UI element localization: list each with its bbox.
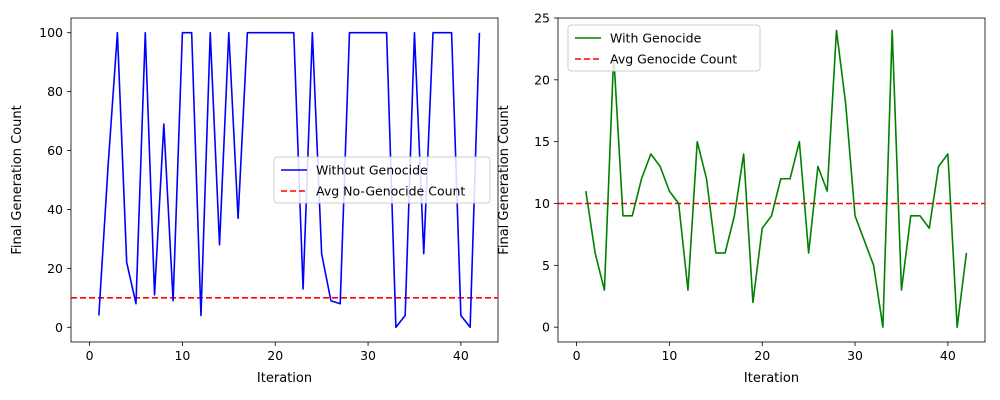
y-tick-label: 10 (534, 196, 550, 211)
legend-label: With Genocide (610, 31, 702, 46)
y-axis-label: Final Generation Count (497, 105, 512, 254)
y-tick-label: 20 (47, 261, 63, 276)
legend-label: Avg No-Genocide Count (316, 184, 465, 199)
y-tick-label: 5 (542, 258, 550, 273)
legend-label: Avg Genocide Count (610, 52, 737, 67)
y-tick-label: 80 (47, 84, 63, 99)
y-tick-label: 60 (47, 143, 63, 158)
y-tick-label: 40 (47, 202, 63, 217)
x-axis-label: Iteration (744, 371, 799, 386)
y-tick-label: 0 (542, 320, 550, 335)
x-tick-label: 0 (573, 348, 581, 363)
x-tick-label: 40 (940, 348, 956, 363)
x-tick-label: 10 (661, 348, 677, 363)
x-tick-label: 0 (86, 348, 94, 363)
x-tick-label: 20 (267, 348, 283, 363)
y-tick-label: 20 (534, 72, 550, 87)
y-tick-label: 15 (534, 134, 550, 149)
y-tick-label: 25 (534, 11, 550, 26)
plot-frame (70, 17, 499, 343)
x-tick-label: 40 (453, 348, 469, 363)
legend: With Genocide Avg Genocide Count (567, 24, 761, 72)
series-line (98, 31, 481, 329)
legend: Without Genocide Avg No-Genocide Count (273, 156, 491, 204)
x-tick-label: 20 (754, 348, 770, 363)
series-line (585, 29, 968, 328)
x-tick-label: 30 (847, 348, 863, 363)
x-axis-label: Iteration (257, 371, 312, 386)
plot-frame (557, 17, 986, 343)
chart-with-genocide: 0 10 20 30 40 0 5 10 15 20 25 Iteration Final Genera… (497, 11, 986, 386)
x-tick-label: 30 (360, 348, 376, 363)
legend-label: Without Genocide (316, 163, 428, 178)
x-tick-label: 10 (174, 348, 190, 363)
y-tick-label: 100 (39, 25, 63, 40)
y-axis-label: Final Generation Count (10, 105, 25, 254)
y-tick-label: 0 (55, 320, 63, 335)
legend-box (273, 156, 491, 204)
legend-box (567, 24, 761, 72)
chart-without-genocide: 0 10 20 30 40 0 20 40 60 80 100 Iteration Final Gene… (10, 17, 499, 386)
